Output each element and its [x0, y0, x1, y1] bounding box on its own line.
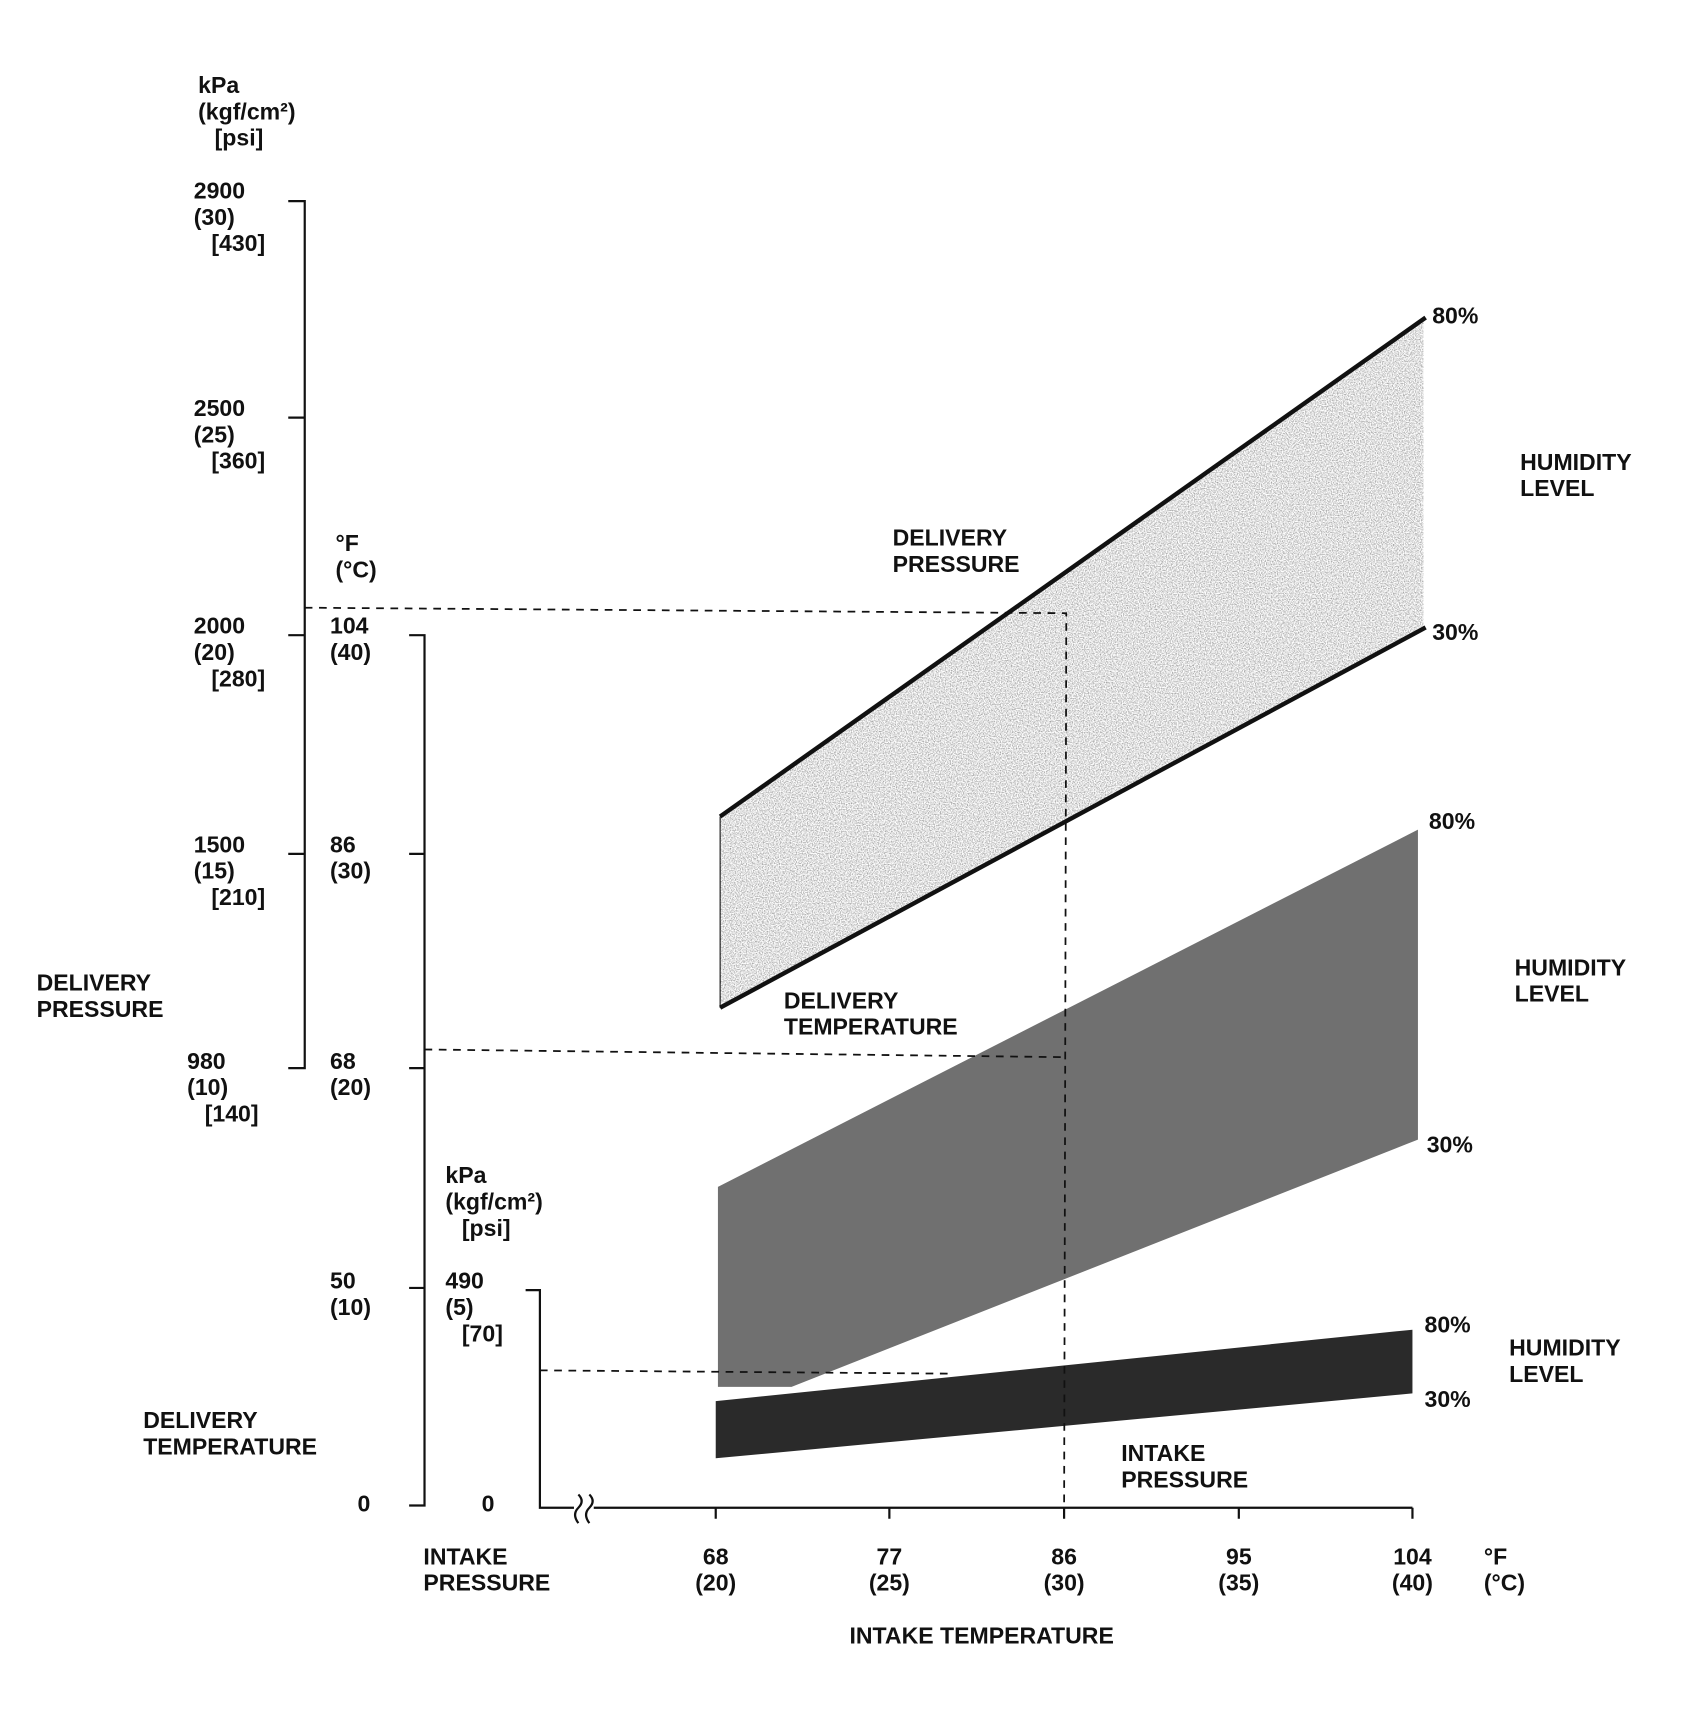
tick-label: 0 [357, 1491, 370, 1517]
axis-title: DELIVERY [143, 1407, 258, 1433]
tick-label: (25) [194, 421, 235, 447]
delivery-pressure-band [720, 318, 1424, 1008]
humidity-label: HUMIDITY [1515, 954, 1627, 980]
axis-title: DELIVERY [37, 970, 152, 996]
delivery-temperature-band [717, 829, 1418, 1387]
tick-label: (20) [330, 1074, 371, 1100]
tick-label: 2500 [194, 395, 245, 421]
axis-unit: °F [1484, 1543, 1507, 1569]
axis-unit: (kgf/cm²) [445, 1188, 542, 1214]
tick-label: (25) [869, 1570, 910, 1596]
humidity-value: 80% [1425, 1311, 1471, 1337]
tick-label: [280] [211, 665, 265, 691]
tick-label: [430] [211, 230, 265, 256]
tick-label: (30) [1044, 1570, 1085, 1596]
tick-label: (20) [194, 639, 235, 665]
tick-label: 0 [482, 1491, 495, 1517]
humidity-value: 30% [1427, 1131, 1473, 1157]
tick-label: 95 [1226, 1543, 1252, 1569]
tick-label: [70] [462, 1320, 503, 1346]
tick-label: 980 [187, 1048, 225, 1074]
axis-title: PRESSURE [423, 1570, 550, 1596]
tick-label: 104 [1393, 1543, 1432, 1569]
humidity-value: 30% [1432, 619, 1478, 645]
tick-label: (40) [330, 639, 371, 665]
tick-label: (20) [695, 1570, 736, 1596]
band-label: INTAKE [1121, 1440, 1205, 1466]
tick-label: 68 [703, 1543, 729, 1569]
humidity-label: LEVEL [1509, 1361, 1583, 1387]
axis-unit: (°C) [1484, 1570, 1525, 1596]
humidity-value: 80% [1432, 303, 1478, 329]
axis-unit: °F [336, 530, 359, 556]
tick-label: (30) [330, 858, 371, 884]
tick-label: (15) [194, 858, 235, 884]
tick-label: [140] [205, 1100, 259, 1126]
axis-title: TEMPERATURE [143, 1433, 317, 1459]
humidity-label: HUMIDITY [1520, 449, 1632, 475]
band-label: PRESSURE [893, 551, 1020, 577]
band-label: TEMPERATURE [784, 1014, 958, 1040]
humidity-value: 30% [1425, 1386, 1471, 1412]
tick-label: (10) [330, 1294, 371, 1320]
tick-label: 1500 [194, 831, 245, 857]
axis-unit: (°C) [336, 557, 377, 583]
tick-label: 2900 [194, 177, 245, 203]
tick-label: (35) [1218, 1570, 1259, 1596]
axis-unit: (kgf/cm²) [198, 98, 295, 124]
humidity-label: LEVEL [1520, 475, 1594, 501]
axis-title: PRESSURE [37, 996, 164, 1022]
tick-label: 86 [330, 831, 356, 857]
axis-unit: [psi] [462, 1215, 511, 1241]
tick-label: 104 [330, 613, 369, 639]
humidity-value: 80% [1429, 808, 1475, 834]
tick-label: 50 [330, 1268, 356, 1294]
band-label: PRESSURE [1121, 1466, 1248, 1492]
tick-label: [210] [211, 884, 265, 910]
intake-pressure-band [715, 1329, 1413, 1459]
humidity-label: LEVEL [1515, 981, 1589, 1007]
guide-lines [304, 606, 1068, 1517]
tick-label: 77 [877, 1543, 903, 1569]
axis-title: INTAKE [423, 1543, 507, 1569]
tick-label: (40) [1392, 1570, 1433, 1596]
axis-unit: kPa [445, 1162, 486, 1188]
tick-label: 490 [445, 1268, 483, 1294]
tick-label: (30) [194, 204, 235, 230]
axis-title: INTAKE TEMPERATURE [849, 1622, 1113, 1648]
axis-unit: kPa [198, 72, 239, 98]
humidity-label: HUMIDITY [1509, 1335, 1621, 1361]
tick-label: (10) [187, 1074, 228, 1100]
tick-label: 2000 [194, 613, 245, 639]
tick-label: 68 [330, 1048, 356, 1074]
bands [715, 315, 1427, 1459]
band-label: DELIVERY [784, 987, 899, 1013]
tick-label: [360] [211, 448, 265, 474]
band-label: DELIVERY [893, 525, 1008, 551]
axis-unit: [psi] [215, 125, 264, 151]
tick-label: 86 [1051, 1543, 1077, 1569]
tick-label: (5) [445, 1294, 473, 1320]
